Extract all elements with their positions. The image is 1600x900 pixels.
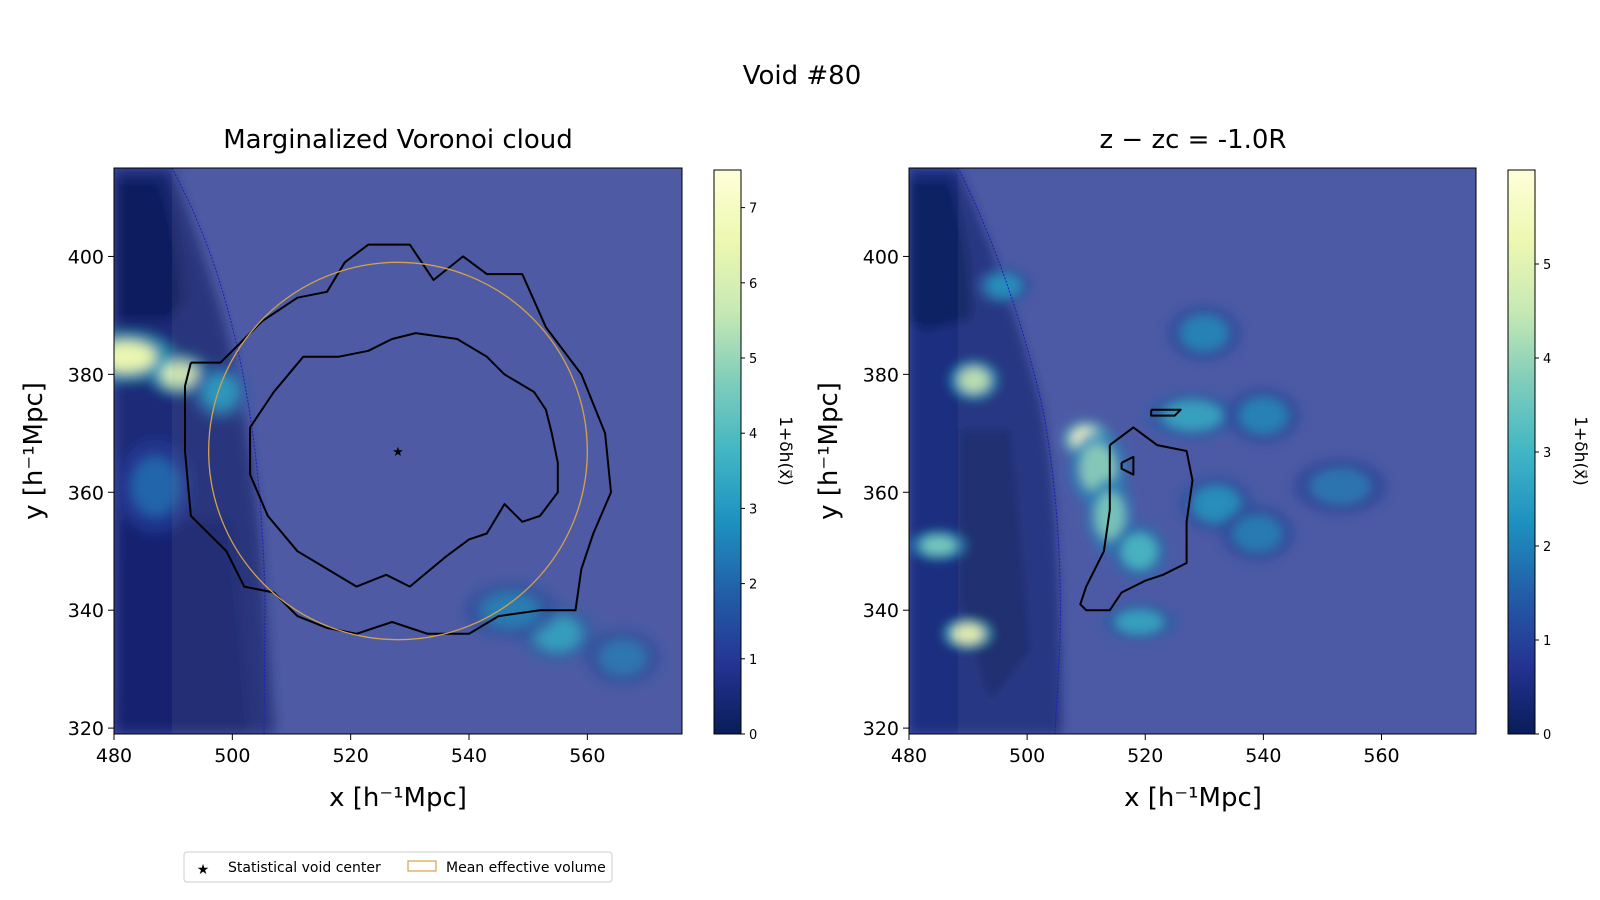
right-xtick-label: 520 <box>1127 745 1163 767</box>
left-contour <box>249 332 559 588</box>
left-xtick-label: 560 <box>569 745 605 767</box>
left-colorbar-tick-label: 3 <box>749 502 757 517</box>
left-colorbar-tick-label: 0 <box>749 728 757 743</box>
right-panel: z − zc = -1.0R 480 500 520 540 5603203403603… <box>814 125 1590 813</box>
left-density-blob <box>599 639 647 676</box>
right-colorbar-tick-label: 2 <box>1543 540 1551 555</box>
left-xlabel: x [h⁻¹Mpc] <box>329 783 467 813</box>
legend-star-label: Statistical void center <box>228 860 381 876</box>
mean-effective-volume-circle <box>208 261 588 641</box>
left-density-blob <box>202 374 239 410</box>
left-axes-frame <box>113 167 683 735</box>
right-density-blob <box>1192 486 1240 522</box>
left-heatmap <box>114 168 661 734</box>
right-deep-underdense-region <box>909 180 972 330</box>
right-survey-boundary <box>957 168 1061 734</box>
right-colorbar-tick-label: 3 <box>1543 446 1551 461</box>
right-xtick-label: 540 <box>1245 745 1281 767</box>
left-colorbar: 0 1 2 3 4 5 6 7 1+δh(x⃗) <box>713 169 795 743</box>
right-xtick-label: 480 <box>891 745 927 767</box>
left-colorbar-tick-label: 7 <box>749 202 757 217</box>
left-panel-title: Marginalized Voronoi cloud <box>223 125 573 155</box>
left-xtick-label: 500 <box>214 745 250 767</box>
left-colorbar-tick-label: 5 <box>749 352 757 367</box>
left-colorbar-label: 1+δh(x⃗) <box>775 416 795 486</box>
right-density-blob <box>959 368 989 393</box>
left-xtick-label: 540 <box>451 745 487 767</box>
right-ytick-label: 400 <box>863 246 899 268</box>
left-mask-overlay <box>172 168 682 734</box>
right-density-blob <box>920 536 957 555</box>
right-ylabel: y [h⁻¹Mpc] <box>814 382 844 520</box>
left-axis-ticks: 480 500 520 540 560 320 340 360 380 400 <box>68 246 606 767</box>
left-ytick-label: 340 <box>68 600 104 622</box>
left-ytick-label: 320 <box>68 718 104 740</box>
left-panel: Marginalized Voronoi cloud ★ 480 500 520 54… <box>19 125 795 813</box>
right-axes-frame <box>908 167 1477 735</box>
right-density-blob <box>1233 515 1282 552</box>
left-deep-underdense-region <box>114 180 185 320</box>
right-mask-overlay <box>958 168 1476 734</box>
left-density-blob <box>161 362 197 387</box>
left-colorbar-tick-label: 4 <box>749 427 757 442</box>
right-colorbar: 0 1 2 3 4 5 1+δh(x⃗) <box>1507 169 1590 743</box>
right-ytick-label: 320 <box>863 718 899 740</box>
left-survey-boundary <box>171 168 266 734</box>
right-colorbar-tick-label: 4 <box>1543 352 1551 367</box>
left-ylabel: y [h⁻¹Mpc] <box>19 382 49 520</box>
legend-circle-icon <box>407 860 437 872</box>
right-density-blob <box>1310 468 1370 505</box>
figure-title: Void #80 <box>743 61 862 91</box>
right-colorbar-tick-label: 0 <box>1543 728 1551 743</box>
left-ytick-label: 360 <box>68 482 104 504</box>
right-contour <box>1120 455 1135 476</box>
right-panel-title: z − zc = -1.0R <box>1099 125 1286 155</box>
left-colorbar-gradient <box>713 169 742 735</box>
right-ytick-label: 360 <box>863 482 899 504</box>
right-density-blob <box>1121 533 1158 569</box>
right-density-blob <box>953 624 983 643</box>
right-density-blob <box>1239 397 1287 434</box>
right-contour <box>1079 426 1194 612</box>
left-xtick-label: 480 <box>96 745 132 767</box>
right-colorbar-label: 1+δh(x⃗) <box>1570 416 1590 486</box>
right-density-blob <box>1162 400 1223 431</box>
right-xtick-label: 500 <box>1009 745 1045 767</box>
left-xtick-label: 520 <box>333 745 369 767</box>
legend-box <box>183 851 613 883</box>
right-heatmap <box>909 168 1388 734</box>
right-density-blob <box>985 274 1022 298</box>
right-density-blob <box>1180 315 1228 351</box>
left-colorbar-tick-label: 6 <box>749 277 757 292</box>
left-ytick-label: 380 <box>68 364 104 386</box>
left-density-blob <box>114 341 156 372</box>
right-xlabel: x [h⁻¹Mpc] <box>1124 783 1262 813</box>
left-deep-underdense-region-2 <box>114 520 250 734</box>
left-ytick-label: 400 <box>68 246 104 268</box>
legend-circle-label: Mean effective volume <box>446 860 606 876</box>
legend: ★ Statistical void center Mean effective… <box>183 851 613 883</box>
left-colorbar-tick-label: 2 <box>749 578 757 593</box>
left-colorbar-tick-label: 1 <box>749 653 757 668</box>
right-colorbar-gradient <box>1507 169 1536 735</box>
void-center-star-icon: ★ <box>392 445 404 460</box>
right-colorbar-tick-label: 5 <box>1543 258 1551 273</box>
right-colorbar-tick-label: 1 <box>1543 634 1551 649</box>
right-xtick-label: 560 <box>1363 745 1399 767</box>
right-density-blob <box>1115 610 1163 634</box>
legend-star-icon: ★ <box>197 862 210 878</box>
right-contour <box>1150 408 1182 417</box>
right-ytick-label: 380 <box>863 364 899 386</box>
right-axis-ticks: 480 500 520 540 560 320 340 360 380 400 <box>863 246 1400 767</box>
right-ytick-label: 340 <box>863 600 899 622</box>
left-density-blob <box>131 456 180 516</box>
